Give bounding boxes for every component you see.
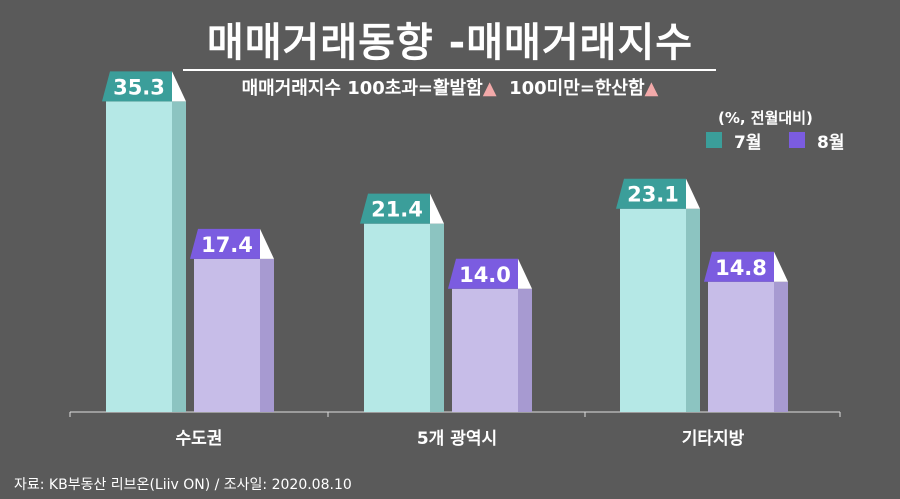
value-label-fold-july (172, 71, 186, 102)
subtitle-text-quiet: 100미만=한산함 (509, 78, 645, 99)
value-label-august: 14.8 (715, 256, 767, 280)
legend-label-july: 7월 (734, 132, 762, 153)
value-label-box-august (448, 258, 518, 289)
bar-july (620, 208, 686, 412)
triangle-up-icon: ▲ (482, 78, 497, 99)
value-label-box-august (704, 251, 774, 282)
bar-august (194, 258, 260, 412)
bar-july (106, 101, 172, 413)
bar-august (452, 288, 518, 412)
value-label-july: 23.1 (627, 183, 679, 207)
value-label-july: 35.3 (113, 75, 165, 99)
value-label-fold-july (686, 178, 700, 209)
value-label-box-july (616, 178, 686, 209)
source-note: 자료: KB부동산 리브온(Liiv ON) / 조사일: 2020.08.10 (14, 477, 352, 493)
value-label-fold-august (260, 228, 274, 259)
chart-title: 매매거래동향 -매매거래지수 (206, 20, 694, 66)
bar-side-august (518, 288, 532, 412)
value-label-august: 14.0 (459, 263, 511, 287)
unit-note: (%, 전월대비) (718, 109, 813, 127)
legend-label-august: 8월 (817, 132, 845, 153)
bar-side-july (172, 101, 186, 413)
legend-swatch-august (789, 132, 805, 148)
legend-swatch-july (706, 132, 722, 148)
value-label-august: 17.4 (201, 233, 253, 257)
title-underline (183, 69, 716, 71)
bar-july (364, 223, 430, 412)
bar-side-july (430, 223, 444, 412)
bar-side-july (686, 208, 700, 412)
chart-subtitle: 매매거래지수 100초과=활발함▲ 100미만=한산함▲ (0, 74, 900, 100)
bar-august (708, 281, 774, 412)
legend-item-july: 7월 (706, 130, 762, 153)
bar-side-august (260, 258, 274, 412)
value-label-fold-august (774, 251, 788, 282)
value-label-box-august (190, 228, 260, 259)
value-label-fold-july (430, 193, 444, 224)
triangle-up-icon: ▲ (644, 78, 659, 99)
value-label-box-july (360, 193, 430, 224)
x-tick-label: 수도권 (176, 429, 223, 449)
bar-side-august (774, 281, 788, 412)
legend-item-august: 8월 (789, 130, 845, 153)
x-tick-label: 5개 광역시 (417, 429, 497, 449)
subtitle-text-active: 매매거래지수 100초과=활발함 (241, 78, 483, 99)
value-label-july: 21.4 (371, 198, 423, 222)
value-label-box-july (102, 71, 172, 102)
value-label-fold-august (518, 258, 532, 289)
x-tick-label: 기타지방 (682, 429, 745, 449)
